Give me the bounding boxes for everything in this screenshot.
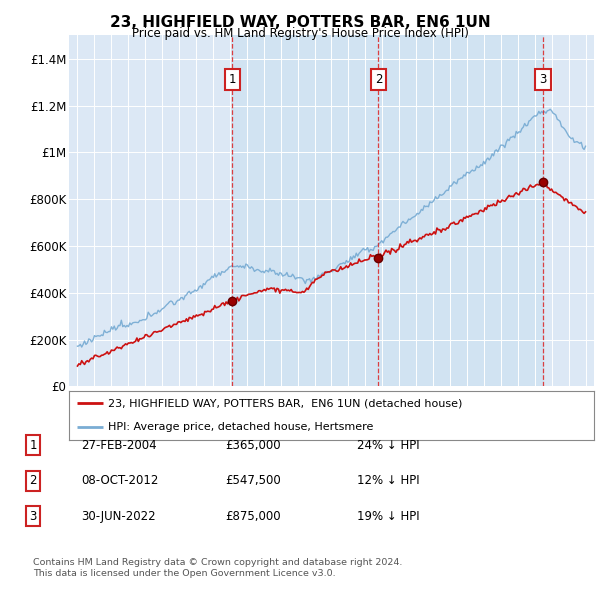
Text: 08-OCT-2012: 08-OCT-2012 <box>81 474 158 487</box>
Text: 2: 2 <box>29 474 37 487</box>
Text: 27-FEB-2004: 27-FEB-2004 <box>81 439 157 452</box>
Text: £547,500: £547,500 <box>225 474 281 487</box>
Text: Contains HM Land Registry data © Crown copyright and database right 2024.
This d: Contains HM Land Registry data © Crown c… <box>33 558 403 578</box>
Text: Price paid vs. HM Land Registry's House Price Index (HPI): Price paid vs. HM Land Registry's House … <box>131 27 469 40</box>
Text: 23, HIGHFIELD WAY, POTTERS BAR,  EN6 1UN (detached house): 23, HIGHFIELD WAY, POTTERS BAR, EN6 1UN … <box>109 398 463 408</box>
Text: 1: 1 <box>29 439 37 452</box>
Text: HPI: Average price, detached house, Hertsmere: HPI: Average price, detached house, Hert… <box>109 422 374 432</box>
Text: 24% ↓ HPI: 24% ↓ HPI <box>357 439 419 452</box>
Text: £365,000: £365,000 <box>225 439 281 452</box>
Text: 3: 3 <box>539 73 547 86</box>
Text: £875,000: £875,000 <box>225 510 281 523</box>
Text: 30-JUN-2022: 30-JUN-2022 <box>81 510 155 523</box>
Text: 2: 2 <box>374 73 382 86</box>
Text: 19% ↓ HPI: 19% ↓ HPI <box>357 510 419 523</box>
Text: 1: 1 <box>229 73 236 86</box>
Text: 23, HIGHFIELD WAY, POTTERS BAR, EN6 1UN: 23, HIGHFIELD WAY, POTTERS BAR, EN6 1UN <box>110 15 490 30</box>
Bar <box>232 35 543 386</box>
Text: 12% ↓ HPI: 12% ↓ HPI <box>357 474 419 487</box>
Text: 3: 3 <box>29 510 37 523</box>
